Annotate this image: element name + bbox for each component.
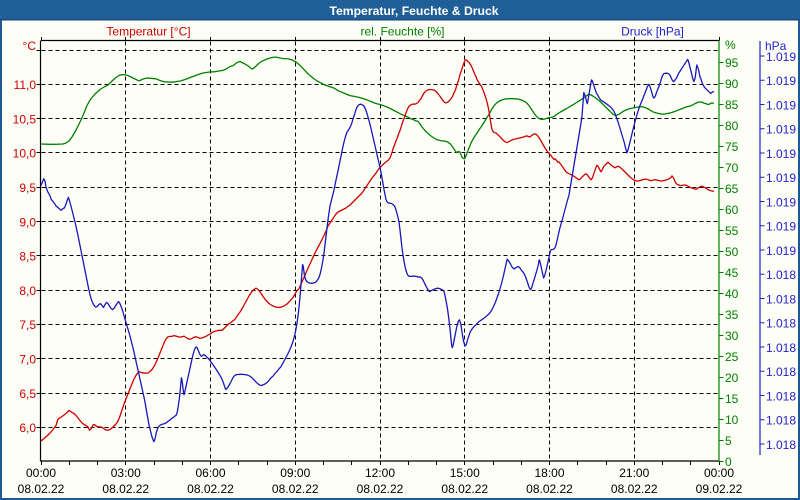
- svg-text:Druck [hPa]: Druck [hPa]: [621, 25, 684, 39]
- svg-text:08.02.22: 08.02.22: [611, 482, 658, 496]
- svg-text:6,5: 6,5: [19, 387, 36, 401]
- svg-text:08.02.22: 08.02.22: [102, 482, 149, 496]
- svg-text:08.02.22: 08.02.22: [272, 482, 319, 496]
- svg-text:65: 65: [725, 182, 739, 196]
- svg-text:11,0: 11,0: [14, 78, 37, 92]
- svg-text:rel. Feuchte [%]: rel. Feuchte [%]: [360, 25, 444, 39]
- svg-text:1.019: 1.019: [766, 147, 796, 161]
- svg-text:1.019: 1.019: [766, 195, 796, 209]
- svg-text:09.02.22: 09.02.22: [696, 482, 743, 496]
- svg-text:15:00: 15:00: [450, 466, 480, 480]
- svg-text:40: 40: [725, 287, 739, 301]
- svg-text:25: 25: [725, 350, 739, 364]
- svg-text:%: %: [725, 38, 736, 52]
- svg-text:hPa: hPa: [765, 39, 787, 53]
- svg-text:21:00: 21:00: [619, 466, 649, 480]
- svg-text:06:00: 06:00: [195, 466, 225, 480]
- svg-text:1.019: 1.019: [766, 50, 796, 64]
- svg-text:15: 15: [725, 392, 739, 406]
- svg-text:90: 90: [725, 77, 739, 91]
- svg-text:09:00: 09:00: [280, 466, 310, 480]
- svg-text:1.019: 1.019: [766, 244, 796, 258]
- svg-text:08.02.22: 08.02.22: [187, 482, 234, 496]
- svg-text:50: 50: [725, 245, 739, 259]
- svg-text:85: 85: [725, 98, 739, 112]
- svg-text:10,5: 10,5: [13, 112, 37, 126]
- svg-text:60: 60: [725, 203, 739, 217]
- svg-text:1.018: 1.018: [766, 268, 796, 282]
- svg-text:0: 0: [725, 455, 732, 469]
- svg-text:1.019: 1.019: [766, 98, 796, 112]
- svg-text:75: 75: [725, 140, 739, 154]
- svg-text:1.018: 1.018: [766, 292, 796, 306]
- svg-text:1.019: 1.019: [766, 74, 796, 88]
- svg-text:1.019: 1.019: [766, 171, 796, 185]
- svg-text:Temperatur [°C]: Temperatur [°C]: [106, 25, 190, 39]
- svg-text:08.02.22: 08.02.22: [18, 482, 65, 496]
- svg-text:6,0: 6,0: [19, 421, 36, 435]
- svg-text:08.02.22: 08.02.22: [441, 482, 488, 496]
- svg-text:70: 70: [725, 161, 739, 175]
- svg-text:03:00: 03:00: [111, 466, 141, 480]
- svg-text:08.02.22: 08.02.22: [526, 482, 573, 496]
- svg-text:1.018: 1.018: [766, 389, 796, 403]
- svg-text:10,0: 10,0: [13, 147, 37, 161]
- svg-text:8,5: 8,5: [19, 250, 36, 264]
- svg-text:00:00: 00:00: [704, 466, 734, 480]
- svg-text:30: 30: [725, 329, 739, 343]
- svg-text:18:00: 18:00: [534, 466, 564, 480]
- svg-text:35: 35: [725, 308, 739, 322]
- svg-text:45: 45: [725, 266, 739, 280]
- svg-text:Temperatur, Feuchte & Druck: Temperatur, Feuchte & Druck: [329, 4, 498, 18]
- svg-text:1.018: 1.018: [766, 438, 796, 452]
- svg-text:1.019: 1.019: [766, 123, 796, 137]
- svg-text:12:00: 12:00: [365, 466, 395, 480]
- svg-text:1.018: 1.018: [766, 414, 796, 428]
- svg-text:5: 5: [725, 434, 732, 448]
- svg-text:1.018: 1.018: [766, 317, 796, 331]
- svg-text:1.018: 1.018: [766, 341, 796, 355]
- svg-text:9,0: 9,0: [19, 215, 36, 229]
- svg-text:80: 80: [725, 119, 739, 133]
- svg-text:8,0: 8,0: [19, 284, 36, 298]
- svg-text:08.02.22: 08.02.22: [357, 482, 404, 496]
- svg-text:95: 95: [725, 56, 739, 70]
- svg-text:7,0: 7,0: [19, 353, 36, 367]
- svg-text:10: 10: [725, 413, 739, 427]
- svg-text:9,5: 9,5: [19, 181, 36, 195]
- svg-text:1.019: 1.019: [766, 220, 796, 234]
- svg-text:55: 55: [725, 224, 739, 238]
- svg-text:20: 20: [725, 371, 739, 385]
- svg-text:7,5: 7,5: [19, 318, 36, 332]
- svg-text:°C: °C: [23, 39, 37, 53]
- svg-text:00:00: 00:00: [26, 466, 56, 480]
- svg-text:1.018: 1.018: [766, 365, 796, 379]
